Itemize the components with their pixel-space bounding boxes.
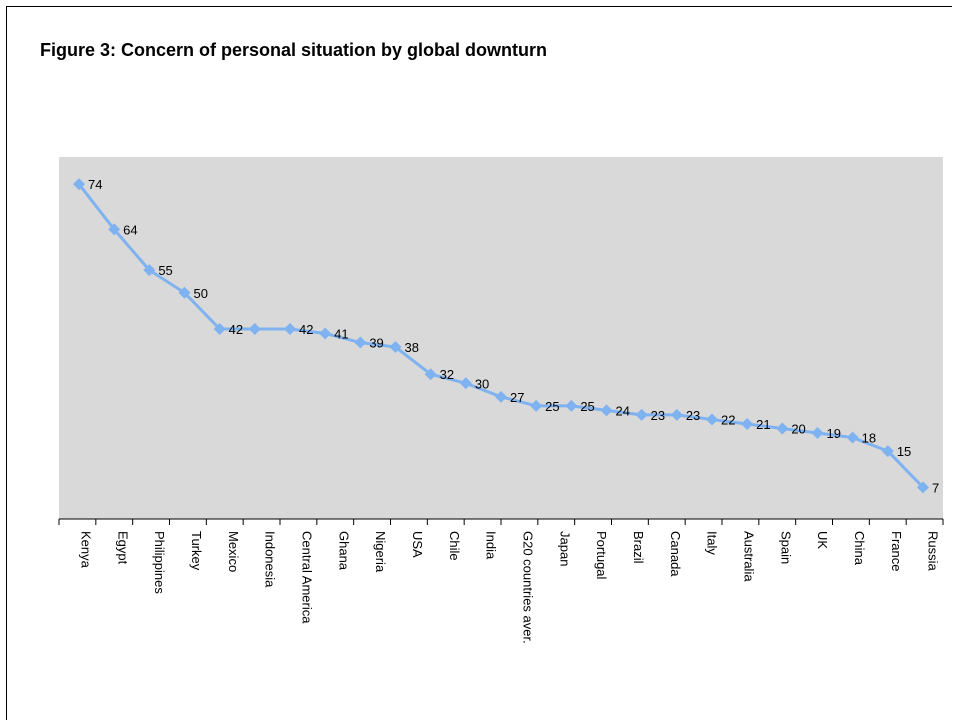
x-tick-label: Canada xyxy=(668,531,683,577)
x-tick-label: Nigeria xyxy=(373,531,388,573)
chart-frame xyxy=(6,6,952,720)
data-label: 21 xyxy=(756,417,770,432)
data-point-marker xyxy=(143,264,156,277)
data-label: 38 xyxy=(405,340,419,355)
data-label: 24 xyxy=(616,403,630,418)
data-point-marker xyxy=(284,322,296,335)
data-label: 50 xyxy=(194,286,208,301)
data-label: 55 xyxy=(158,263,172,278)
x-tick-label: Russia xyxy=(926,531,941,572)
x-tick-label: Spain xyxy=(778,531,793,564)
x-tick-label: Brazil xyxy=(631,531,646,564)
data-point-marker xyxy=(565,399,578,412)
data-label: 64 xyxy=(123,222,137,237)
x-tick-label: Chile xyxy=(447,531,462,561)
data-label: 42 xyxy=(299,322,313,337)
data-point-marker xyxy=(741,417,754,430)
data-point-marker xyxy=(811,427,824,440)
x-tick-label: Indonesia xyxy=(263,531,278,588)
x-tick-label: India xyxy=(484,531,499,560)
x-tick-label: Central America xyxy=(299,531,314,624)
data-point-marker xyxy=(600,404,613,417)
data-point-marker xyxy=(73,178,85,191)
data-point-marker xyxy=(670,408,683,421)
data-point-marker xyxy=(881,445,894,458)
data-label: 19 xyxy=(827,426,841,441)
data-point-marker xyxy=(424,368,437,381)
x-tick-label: Italy xyxy=(705,531,720,555)
x-tick-label: France xyxy=(889,531,904,571)
x-tick-label: Egypt xyxy=(115,531,130,565)
x-tick-label: USA xyxy=(410,531,425,558)
chart-title: Figure 3: Concern of personal situation … xyxy=(40,40,548,60)
data-point-marker xyxy=(248,322,261,335)
data-point-marker xyxy=(776,422,789,435)
data-label: 41 xyxy=(334,326,348,341)
x-tick-label: Japan xyxy=(557,531,572,566)
x-tick-label: Portugal xyxy=(594,531,609,580)
x-tick-label: China xyxy=(852,531,867,566)
data-label: 22 xyxy=(721,412,735,427)
data-label: 30 xyxy=(475,376,489,391)
data-point-marker xyxy=(108,223,121,236)
x-tick-label: Mexico xyxy=(226,531,241,572)
data-point-marker xyxy=(635,408,648,421)
data-point-marker xyxy=(917,481,929,494)
x-tick-label: Australia xyxy=(741,531,756,582)
data-point-marker xyxy=(459,377,472,390)
data-point-marker xyxy=(706,413,718,426)
data-point-marker xyxy=(495,390,507,403)
data-label: 27 xyxy=(510,390,524,405)
data-label: 15 xyxy=(897,444,911,459)
x-tick-label: Turkey xyxy=(189,531,204,571)
x-tick-label: Kenya xyxy=(78,531,93,569)
data-point-marker xyxy=(178,286,191,299)
x-tick-label: G20 countries aver. xyxy=(520,531,535,644)
x-tick-label: UK xyxy=(815,531,830,549)
data-label: 25 xyxy=(545,399,559,414)
x-tick-label: Ghana xyxy=(336,531,351,571)
data-label: 7 xyxy=(932,480,939,495)
data-label: 42 xyxy=(229,322,243,337)
data-label: 39 xyxy=(369,336,383,351)
data-point-marker xyxy=(354,336,367,349)
data-label: 18 xyxy=(862,431,876,446)
data-label: 32 xyxy=(440,367,454,382)
data-point-marker xyxy=(530,399,543,412)
data-label: 74 xyxy=(88,177,102,192)
data-point-marker xyxy=(389,341,402,354)
plot-area xyxy=(59,157,943,519)
data-point-marker xyxy=(213,322,226,335)
data-label: 25 xyxy=(580,399,594,414)
data-point-marker xyxy=(319,327,332,340)
data-point-marker xyxy=(846,431,859,444)
data-label: 20 xyxy=(791,422,805,437)
x-tick-label: Philippines xyxy=(152,531,167,594)
data-label: 23 xyxy=(651,408,665,423)
data-label: 23 xyxy=(686,408,700,423)
